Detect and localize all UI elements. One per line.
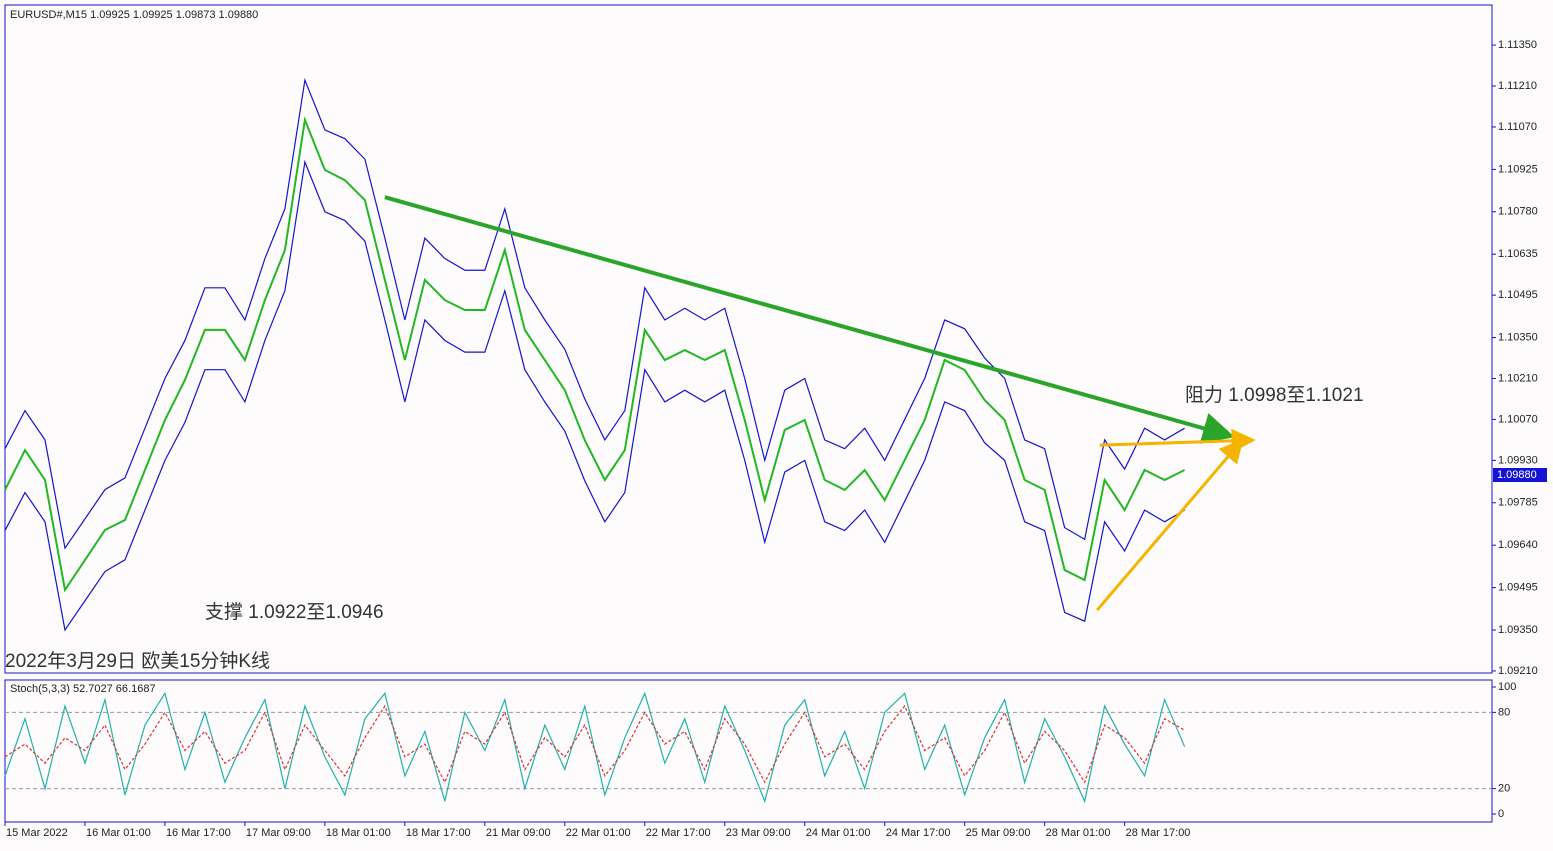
stoch-title: Stoch(5,3,3) 52.7027 66.1687 xyxy=(10,683,156,695)
resistance-label: 阻力 1.0998至1.1021 xyxy=(1185,384,1364,406)
x-tick-label: 22 Mar 17:00 xyxy=(646,827,711,839)
x-tick-label: 23 Mar 09:00 xyxy=(726,827,791,839)
last-price-label: 1.09880 xyxy=(1497,469,1537,481)
x-tick-label: 15 Mar 2022 xyxy=(6,827,68,839)
x-tick-label: 28 Mar 17:00 xyxy=(1126,827,1191,839)
y-tick-label: 1.09640 xyxy=(1498,539,1538,551)
x-tick-label: 24 Mar 17:00 xyxy=(886,827,951,839)
main-frame xyxy=(4,4,1493,674)
x-tick-label: 22 Mar 01:00 xyxy=(566,827,631,839)
x-tick-label: 16 Mar 01:00 xyxy=(86,827,151,839)
x-tick-label: 17 Mar 09:00 xyxy=(246,827,311,839)
y-tick-label: 1.09930 xyxy=(1498,454,1538,466)
y-tick-label: 20 xyxy=(1498,783,1510,795)
trendline xyxy=(1095,438,1244,612)
y-tick-label: 1.10925 xyxy=(1498,163,1538,175)
series-line xyxy=(4,159,1185,632)
y-tick-label: 1.10780 xyxy=(1498,206,1538,218)
trendline xyxy=(384,195,1235,444)
y-tick-label: 1.09210 xyxy=(1498,665,1538,677)
symbol-header: EURUSD#,M15 1.09925 1.09925 1.09873 1.09… xyxy=(10,9,258,21)
x-tick-label: 18 Mar 01:00 xyxy=(326,827,391,839)
y-tick-label: 1.10070 xyxy=(1498,413,1538,425)
series-line xyxy=(4,116,1186,593)
x-tick-label: 18 Mar 17:00 xyxy=(406,827,471,839)
y-tick-label: 0 xyxy=(1498,808,1504,820)
x-tick-label: 16 Mar 17:00 xyxy=(166,827,231,839)
y-tick-label: 100 xyxy=(1498,681,1516,693)
y-tick-label: 1.09350 xyxy=(1498,624,1538,636)
chart-caption: 2022年3月29日 欧美15分钟K线 xyxy=(5,650,270,672)
y-tick-label: 1.10210 xyxy=(1498,372,1538,384)
y-tick-label: 1.11070 xyxy=(1498,121,1537,133)
x-tick-label: 25 Mar 09:00 xyxy=(966,827,1031,839)
y-tick-label: 1.10350 xyxy=(1498,331,1538,343)
stoch-frame xyxy=(4,679,1493,823)
y-tick-label: 80 xyxy=(1498,706,1510,718)
support-label: 支撑 1.0922至1.0946 xyxy=(205,601,384,623)
series-line xyxy=(4,704,1185,784)
x-tick-label: 24 Mar 01:00 xyxy=(806,827,871,839)
y-tick-label: 1.09495 xyxy=(1498,582,1538,594)
y-tick-label: 1.10495 xyxy=(1498,289,1538,301)
x-tick-label: 21 Mar 09:00 xyxy=(486,827,551,839)
y-tick-label: 1.10635 xyxy=(1498,248,1538,260)
y-tick-label: 1.11350 xyxy=(1498,39,1537,51)
series-line xyxy=(4,691,1186,804)
x-tick-label: 28 Mar 01:00 xyxy=(1046,827,1111,839)
series-line xyxy=(4,77,1185,550)
y-tick-label: 1.09785 xyxy=(1498,497,1538,509)
trendline xyxy=(1099,428,1256,453)
last-price-tag xyxy=(1493,467,1547,482)
y-tick-label: 1.11210 xyxy=(1498,80,1537,92)
